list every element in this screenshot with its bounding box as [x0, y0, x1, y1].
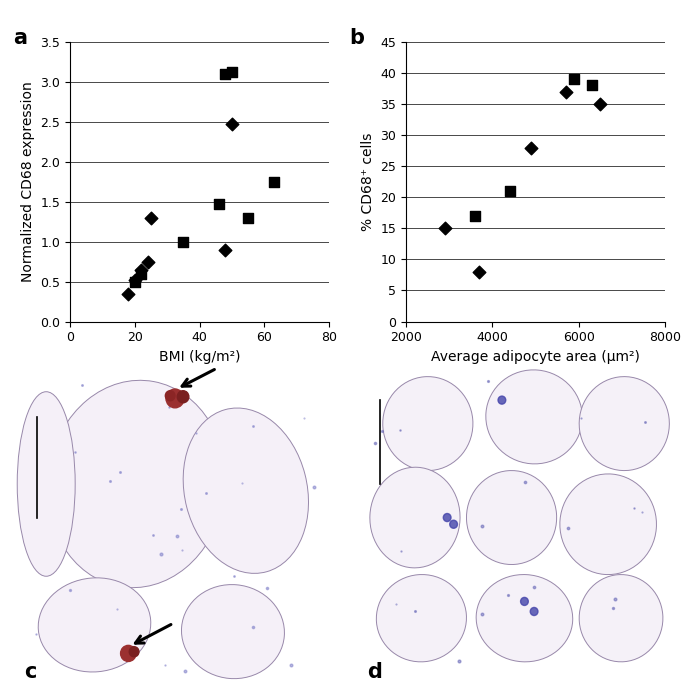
X-axis label: BMI (kg/m²): BMI (kg/m²) — [159, 350, 240, 363]
Point — [220, 244, 231, 255]
Circle shape — [498, 396, 506, 404]
Ellipse shape — [466, 470, 556, 565]
Text: b: b — [349, 28, 364, 48]
Circle shape — [130, 647, 139, 657]
Circle shape — [166, 389, 184, 408]
Y-axis label: % CD68⁺ cells: % CD68⁺ cells — [360, 133, 374, 231]
X-axis label: Average adipocyte area (μm²): Average adipocyte area (μm²) — [431, 350, 640, 363]
Point — [220, 69, 231, 80]
Point — [122, 288, 134, 299]
Point — [129, 276, 140, 287]
Point — [136, 268, 147, 279]
Ellipse shape — [383, 377, 473, 470]
Circle shape — [165, 391, 175, 401]
Point — [226, 119, 237, 130]
Ellipse shape — [579, 377, 669, 470]
Circle shape — [521, 598, 528, 605]
Circle shape — [530, 607, 538, 616]
Point — [474, 266, 485, 278]
Point — [595, 99, 606, 110]
Point — [568, 73, 580, 85]
Point — [526, 142, 537, 153]
Ellipse shape — [476, 575, 573, 662]
Point — [470, 210, 481, 222]
Text: d: d — [367, 662, 382, 682]
Ellipse shape — [579, 575, 663, 662]
Ellipse shape — [377, 575, 466, 662]
Y-axis label: Normalized CD68 expression: Normalized CD68 expression — [21, 81, 35, 282]
Point — [586, 80, 597, 91]
Ellipse shape — [38, 578, 150, 672]
Point — [226, 66, 237, 78]
Point — [214, 199, 225, 210]
Text: c: c — [24, 662, 36, 682]
Point — [129, 275, 140, 286]
Ellipse shape — [370, 467, 460, 568]
Point — [178, 236, 189, 247]
Ellipse shape — [18, 391, 75, 576]
Point — [268, 176, 279, 187]
Point — [440, 223, 451, 234]
Ellipse shape — [48, 380, 225, 588]
Ellipse shape — [486, 370, 582, 464]
Circle shape — [177, 391, 189, 403]
Point — [560, 86, 571, 97]
Point — [136, 264, 147, 275]
Circle shape — [120, 645, 136, 661]
Circle shape — [449, 520, 458, 528]
Ellipse shape — [560, 474, 657, 575]
Point — [504, 185, 515, 196]
Text: a: a — [13, 28, 27, 48]
Ellipse shape — [183, 408, 309, 573]
Circle shape — [443, 514, 451, 521]
Point — [146, 212, 157, 223]
Point — [142, 256, 153, 267]
Point — [242, 212, 253, 223]
Ellipse shape — [181, 584, 284, 679]
